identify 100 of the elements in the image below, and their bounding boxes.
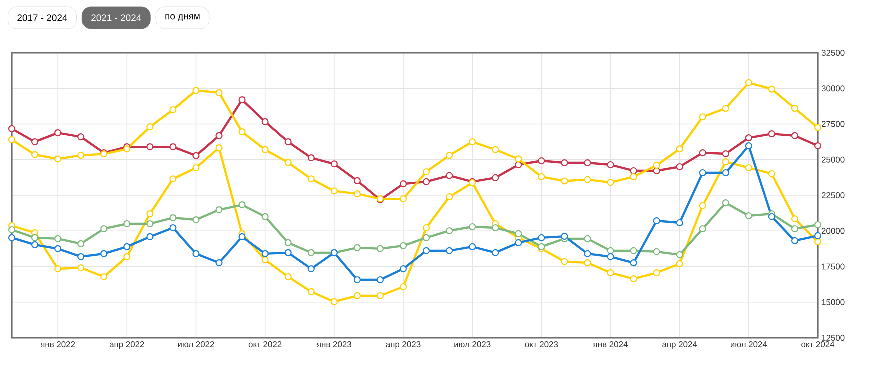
point — [262, 146, 269, 154]
x-tick-label: июл 2022 — [178, 342, 214, 348]
point — [814, 232, 822, 240]
point — [630, 167, 638, 175]
point — [422, 224, 430, 232]
point — [284, 239, 292, 246]
point — [32, 138, 39, 146]
point — [400, 265, 408, 273]
point — [400, 242, 408, 250]
point — [216, 260, 223, 267]
point — [561, 159, 568, 167]
point — [422, 247, 430, 254]
x-tick-label: июл 2023 — [454, 342, 491, 348]
point — [170, 214, 177, 222]
point — [124, 253, 131, 260]
point — [538, 173, 546, 181]
x-tick-label: апр 2023 — [386, 342, 421, 350]
point — [492, 146, 500, 154]
point — [607, 247, 614, 254]
point — [515, 239, 522, 246]
point — [422, 234, 430, 242]
point — [561, 178, 568, 185]
point — [699, 114, 706, 121]
point — [653, 269, 660, 277]
text: 2021 - 2024 — [92, 14, 142, 22]
point — [676, 163, 684, 171]
point — [492, 174, 500, 182]
point — [308, 176, 315, 183]
point — [630, 247, 638, 254]
point — [54, 156, 62, 163]
point — [584, 250, 592, 258]
point — [768, 130, 776, 138]
point — [653, 217, 660, 225]
point — [170, 224, 177, 232]
point — [170, 106, 177, 114]
point — [78, 264, 85, 272]
x-tick-label: окт 2022 — [248, 342, 282, 348]
point — [284, 273, 292, 281]
point — [538, 157, 546, 165]
point — [170, 176, 177, 183]
point — [354, 276, 361, 284]
point — [630, 173, 638, 181]
point — [330, 188, 338, 195]
point — [745, 142, 752, 150]
point — [54, 245, 62, 252]
point — [330, 298, 338, 306]
point — [791, 105, 799, 112]
point — [8, 226, 16, 234]
point — [308, 249, 315, 256]
point — [262, 213, 269, 220]
point — [607, 161, 614, 169]
y-tick-label: 20000 — [822, 228, 845, 234]
y-tick-label: 15000 — [822, 299, 845, 306]
point — [8, 136, 16, 144]
point — [676, 146, 684, 153]
point — [446, 247, 454, 254]
point — [100, 250, 108, 258]
point — [284, 159, 292, 166]
point — [722, 150, 730, 158]
point — [630, 260, 638, 267]
point — [722, 200, 730, 207]
point — [8, 125, 16, 132]
point — [54, 235, 62, 242]
point — [192, 152, 200, 160]
point — [32, 151, 39, 158]
point — [124, 243, 131, 250]
point — [745, 134, 752, 142]
y-tick-label: 32500 — [822, 50, 845, 56]
point — [100, 225, 108, 233]
x-tick-label: янв 2024 — [593, 342, 628, 348]
text: 2017 - 2024 — [18, 14, 68, 22]
y-tick-label: 22500 — [822, 192, 845, 198]
point — [584, 159, 592, 167]
x-tick-label: янв 2023 — [317, 342, 352, 348]
point — [400, 180, 408, 188]
point — [676, 260, 684, 268]
point — [308, 154, 315, 162]
point — [745, 79, 752, 86]
point — [78, 253, 85, 260]
point — [354, 244, 361, 252]
y-tick-label: 30000 — [822, 86, 845, 92]
point — [146, 220, 154, 228]
point — [492, 224, 500, 232]
x-tick-label: янв 2022 — [40, 342, 76, 348]
point — [515, 156, 522, 163]
point — [54, 130, 62, 137]
point — [100, 273, 108, 281]
point — [146, 233, 154, 241]
point — [469, 243, 476, 250]
point — [32, 234, 39, 242]
point — [768, 86, 776, 93]
point — [676, 219, 684, 227]
point — [124, 220, 131, 228]
point — [170, 144, 177, 151]
point — [630, 275, 638, 283]
point — [446, 152, 454, 160]
point — [238, 128, 246, 136]
point — [584, 176, 592, 184]
x-tick-label: июл 2024 — [731, 342, 768, 348]
point — [676, 251, 684, 258]
